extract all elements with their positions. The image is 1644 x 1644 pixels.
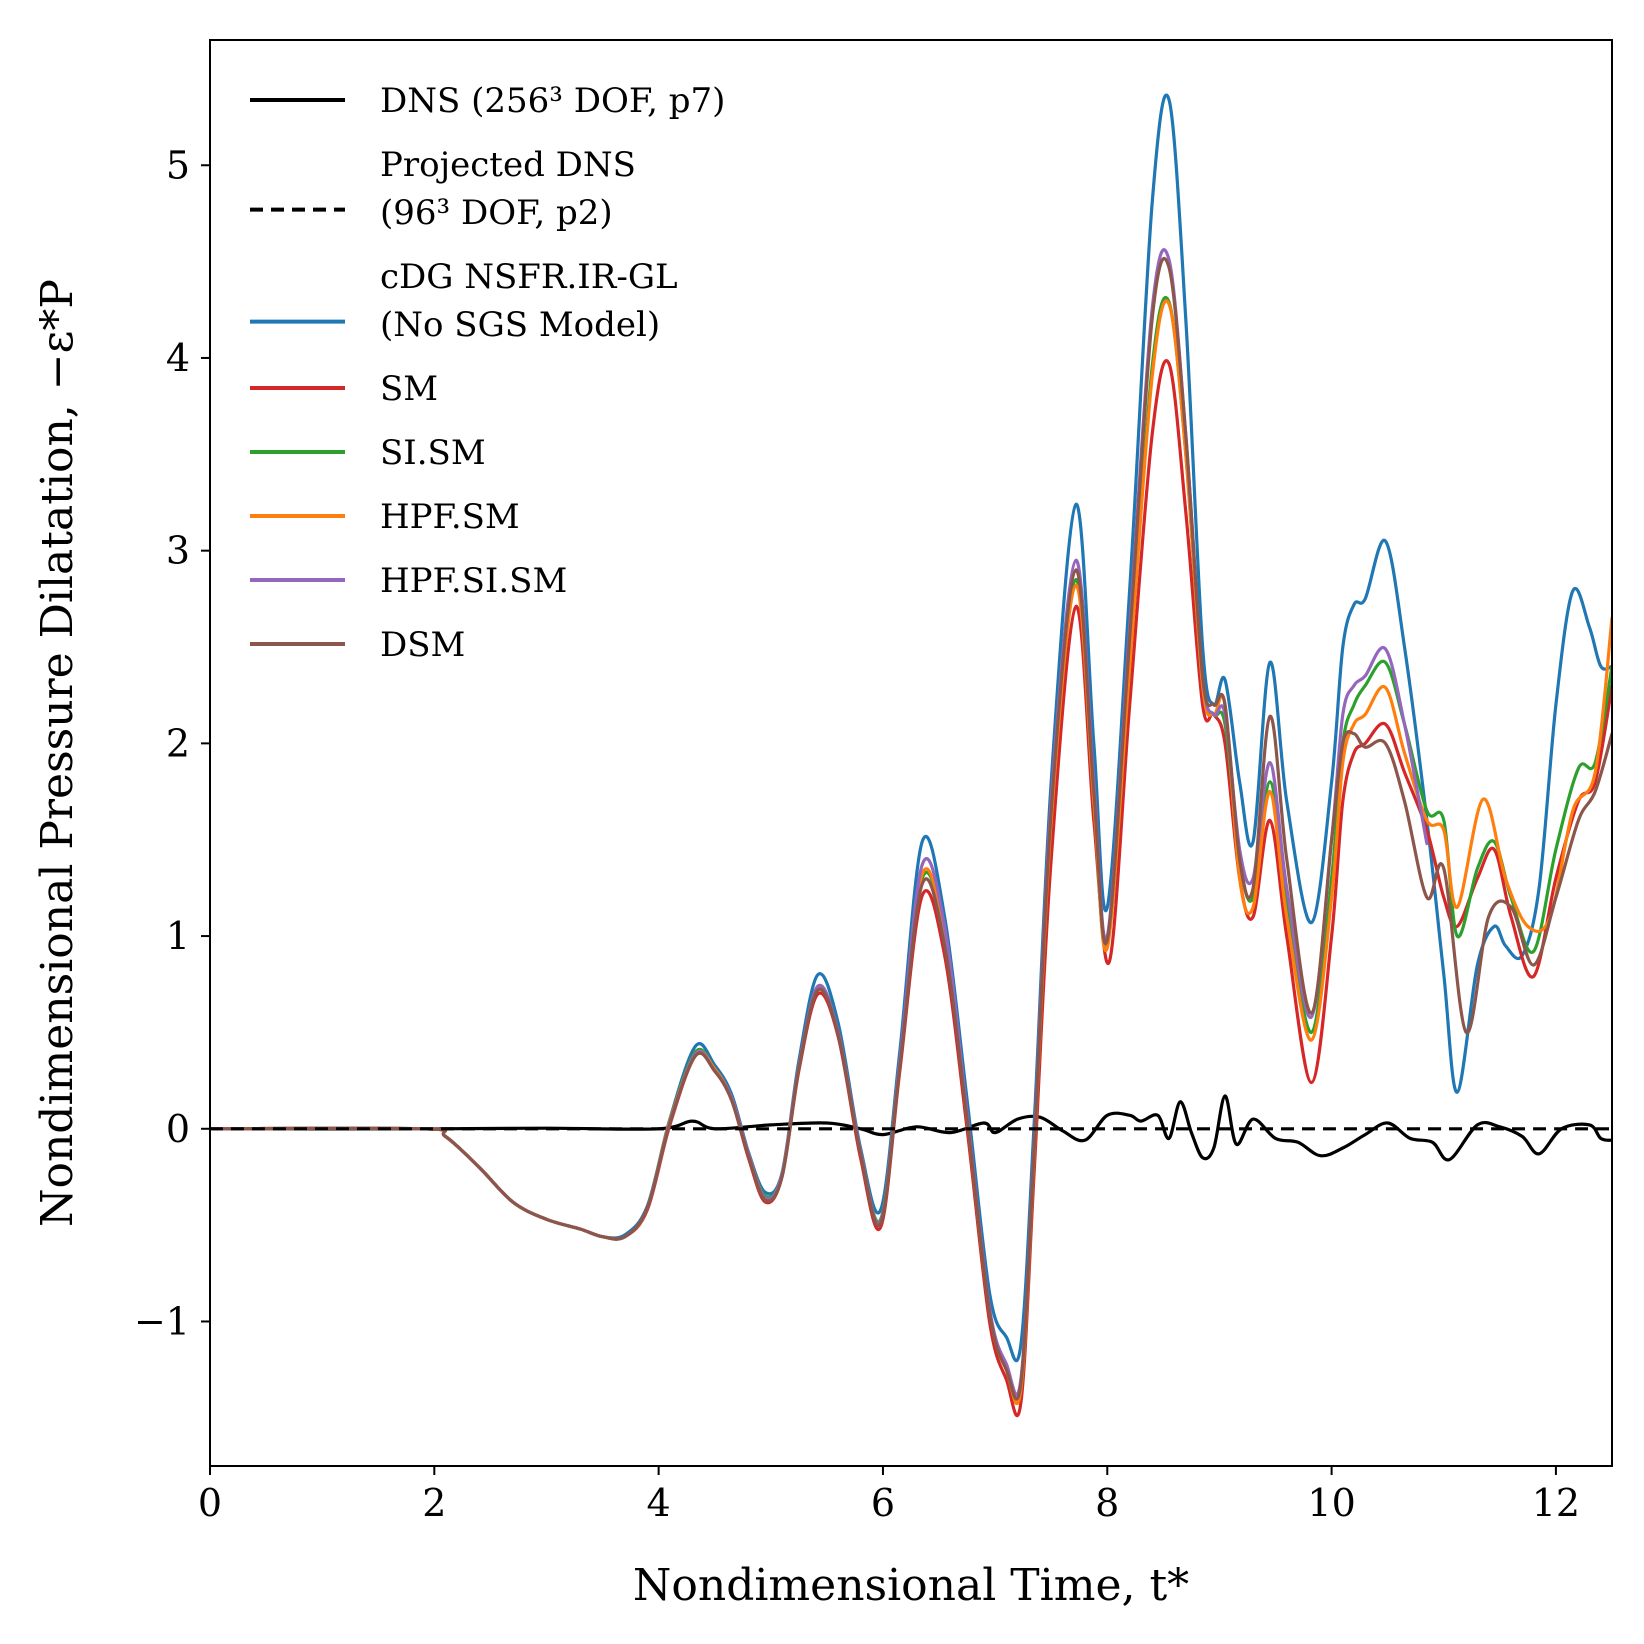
legend: DNS (256³ DOF, p7) Projected DNS (96³ DOF,… [250,81,725,665]
y-tick-label: 2 [166,721,190,765]
y-tick-label: 4 [166,336,190,380]
y-tick-label: 3 [166,529,190,573]
legend-label-cdg-nsfr-ir-gl-no-sgs-model: (No SGS Model) [380,305,660,345]
series-layer [210,93,1612,1418]
legend-label-dns-256-dof-p7: DNS (256³ DOF, p7) [380,81,725,121]
x-tick-label: 10 [1307,1481,1355,1525]
x-tick-label: 8 [1095,1481,1119,1525]
legend-label-dsm: DSM [380,625,465,665]
x-tick-label: 6 [871,1481,895,1525]
x-axis: 0 2 4 6 8 10 12 [198,1466,1580,1525]
y-tick-label: 5 [166,143,190,187]
plot-frame [209,39,1613,1467]
legend-label-cdg-nsfr-ir-gl-no-sgs-model: cDG NSFR.IR-GL [380,257,678,297]
x-tick-label: 12 [1532,1481,1580,1525]
legend-label-sm: SM [380,369,438,409]
x-axis-title: Nondimensional Time, t* [633,1560,1189,1611]
legend-label-hpf-si-sm: HPF.SI.SM [380,561,567,601]
series-line-dsm [210,256,1612,1401]
x-tick-label: 4 [647,1481,671,1525]
legend-label-projected-dns-96-dof-p2: Projected DNS [380,145,636,185]
x-tick-label: 0 [198,1481,222,1525]
y-axis: −1 0 1 2 3 4 5 [134,143,210,1343]
legend-label-si-sm: SI.SM [380,433,486,473]
y-tick-label: −1 [134,1299,190,1343]
legend-label-hpf-sm: HPF.SM [380,497,520,537]
y-axis-title: Nondimensional Pressure Dilatation, −ε*P [32,279,83,1227]
series-line-dns-256-dof-p7 [210,1094,1612,1162]
y-tick-label: 0 [166,1107,190,1151]
y-tick-label: 1 [166,914,190,958]
x-tick-label: 2 [422,1481,446,1525]
legend-label-projected-dns-96-dof-p2: (96³ DOF, p2) [380,193,613,233]
